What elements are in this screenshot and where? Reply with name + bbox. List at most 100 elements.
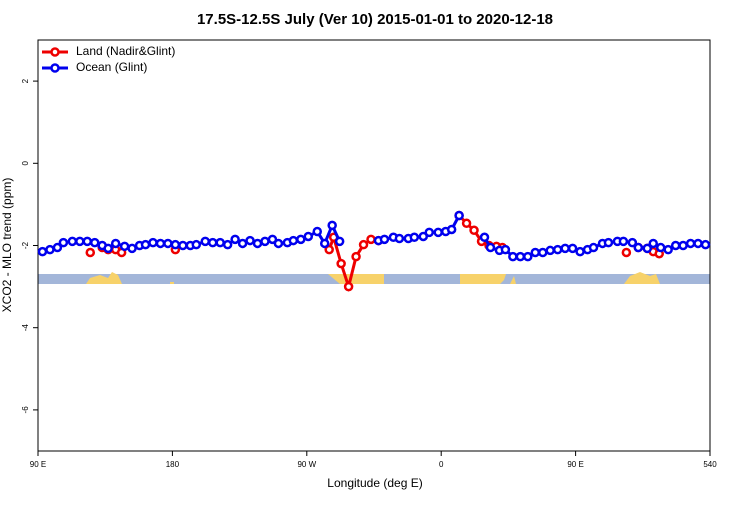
data-point [191,239,202,250]
x-axis-label: Longitude (deg E) [327,476,422,490]
data-point [127,243,137,254]
data-point [485,242,496,253]
data-point [178,240,188,251]
data-point [222,239,233,250]
data-point [303,231,314,242]
x-tick-label: 0 [439,460,444,469]
y-tick-label: 2 [21,78,30,83]
data-point [52,242,63,253]
data-point [409,232,420,243]
land-patch [170,282,174,284]
data-point [500,244,511,255]
data-point [560,243,570,254]
land-patch [624,272,660,284]
data-point [296,234,306,245]
data-point [479,232,490,243]
data-point [334,236,345,247]
data-point [515,251,526,262]
data-point [537,247,548,258]
chart-title: 17.5S-12.5S July (Ver 10) 2015-01-01 to … [197,11,553,28]
data-point [575,246,585,257]
data-point [312,226,323,237]
data-point [678,240,688,251]
data-point [461,218,472,229]
land-patch [460,274,506,284]
data-point [394,233,405,244]
data-point [273,238,284,249]
legend-label: Ocean (Glint) [76,60,147,74]
data-point [163,238,173,249]
x-tick-label: 90 E [567,460,583,469]
data-point [603,237,614,248]
data-point [642,243,653,254]
data-point [110,238,121,249]
data-point [336,258,346,269]
data-point [523,251,533,262]
data-point [207,237,218,248]
y-tick-label: -2 [21,241,30,249]
data-point [545,245,555,256]
data-point [433,227,443,238]
land-mask-strip [38,272,710,284]
data-point [469,225,479,236]
data-point [260,236,270,247]
y-axis-label: XCO2 - MLO trend (ppm) [0,178,14,313]
data-point [567,243,578,254]
x-tick-label: 90 E [30,460,46,469]
data-point [327,220,337,231]
data-point [621,247,632,258]
legend-marker [50,63,60,73]
data-point [655,242,666,253]
data-point [85,247,96,258]
data-point [200,236,211,247]
data-point [140,239,151,250]
legend-marker [50,47,60,57]
data-point [170,239,181,250]
data-point [670,240,681,251]
data-point [343,281,354,292]
data-point [693,238,703,249]
data-point [618,236,629,247]
y-tick-label: -6 [21,406,30,414]
data-point [119,241,130,252]
data-point [215,237,225,248]
data-point [552,244,563,255]
x-tick-label: 180 [166,460,180,469]
data-point [446,224,457,235]
land-patch [328,274,384,284]
data-point [58,237,69,248]
data-point [685,238,696,249]
data-point [37,246,48,257]
data-point [454,210,464,221]
data-point [358,239,369,250]
land-patch [510,276,516,284]
data-point [418,231,429,242]
y-tick-label: -4 [21,324,30,332]
data-point [103,243,113,254]
data-point [288,235,299,246]
data-point [530,247,541,258]
data-point [366,234,376,245]
data-point [267,234,278,245]
y-tick-label: 0 [21,161,30,166]
data-point [351,251,361,262]
data-point [663,244,673,255]
data-point [45,244,55,255]
data-point [588,242,599,253]
data-point [67,236,78,247]
data-point [148,237,158,248]
data-point [508,251,518,262]
data-point [252,238,263,249]
data-point [648,238,659,249]
data-point [633,242,644,253]
x-tick-label: 90 W [297,460,316,469]
data-point [319,238,330,249]
data-point [324,244,334,255]
data-point [75,236,85,247]
data-point [424,227,435,238]
data-point [82,236,93,247]
data-point [379,234,390,245]
data-point [230,234,240,245]
data-point [237,238,248,249]
